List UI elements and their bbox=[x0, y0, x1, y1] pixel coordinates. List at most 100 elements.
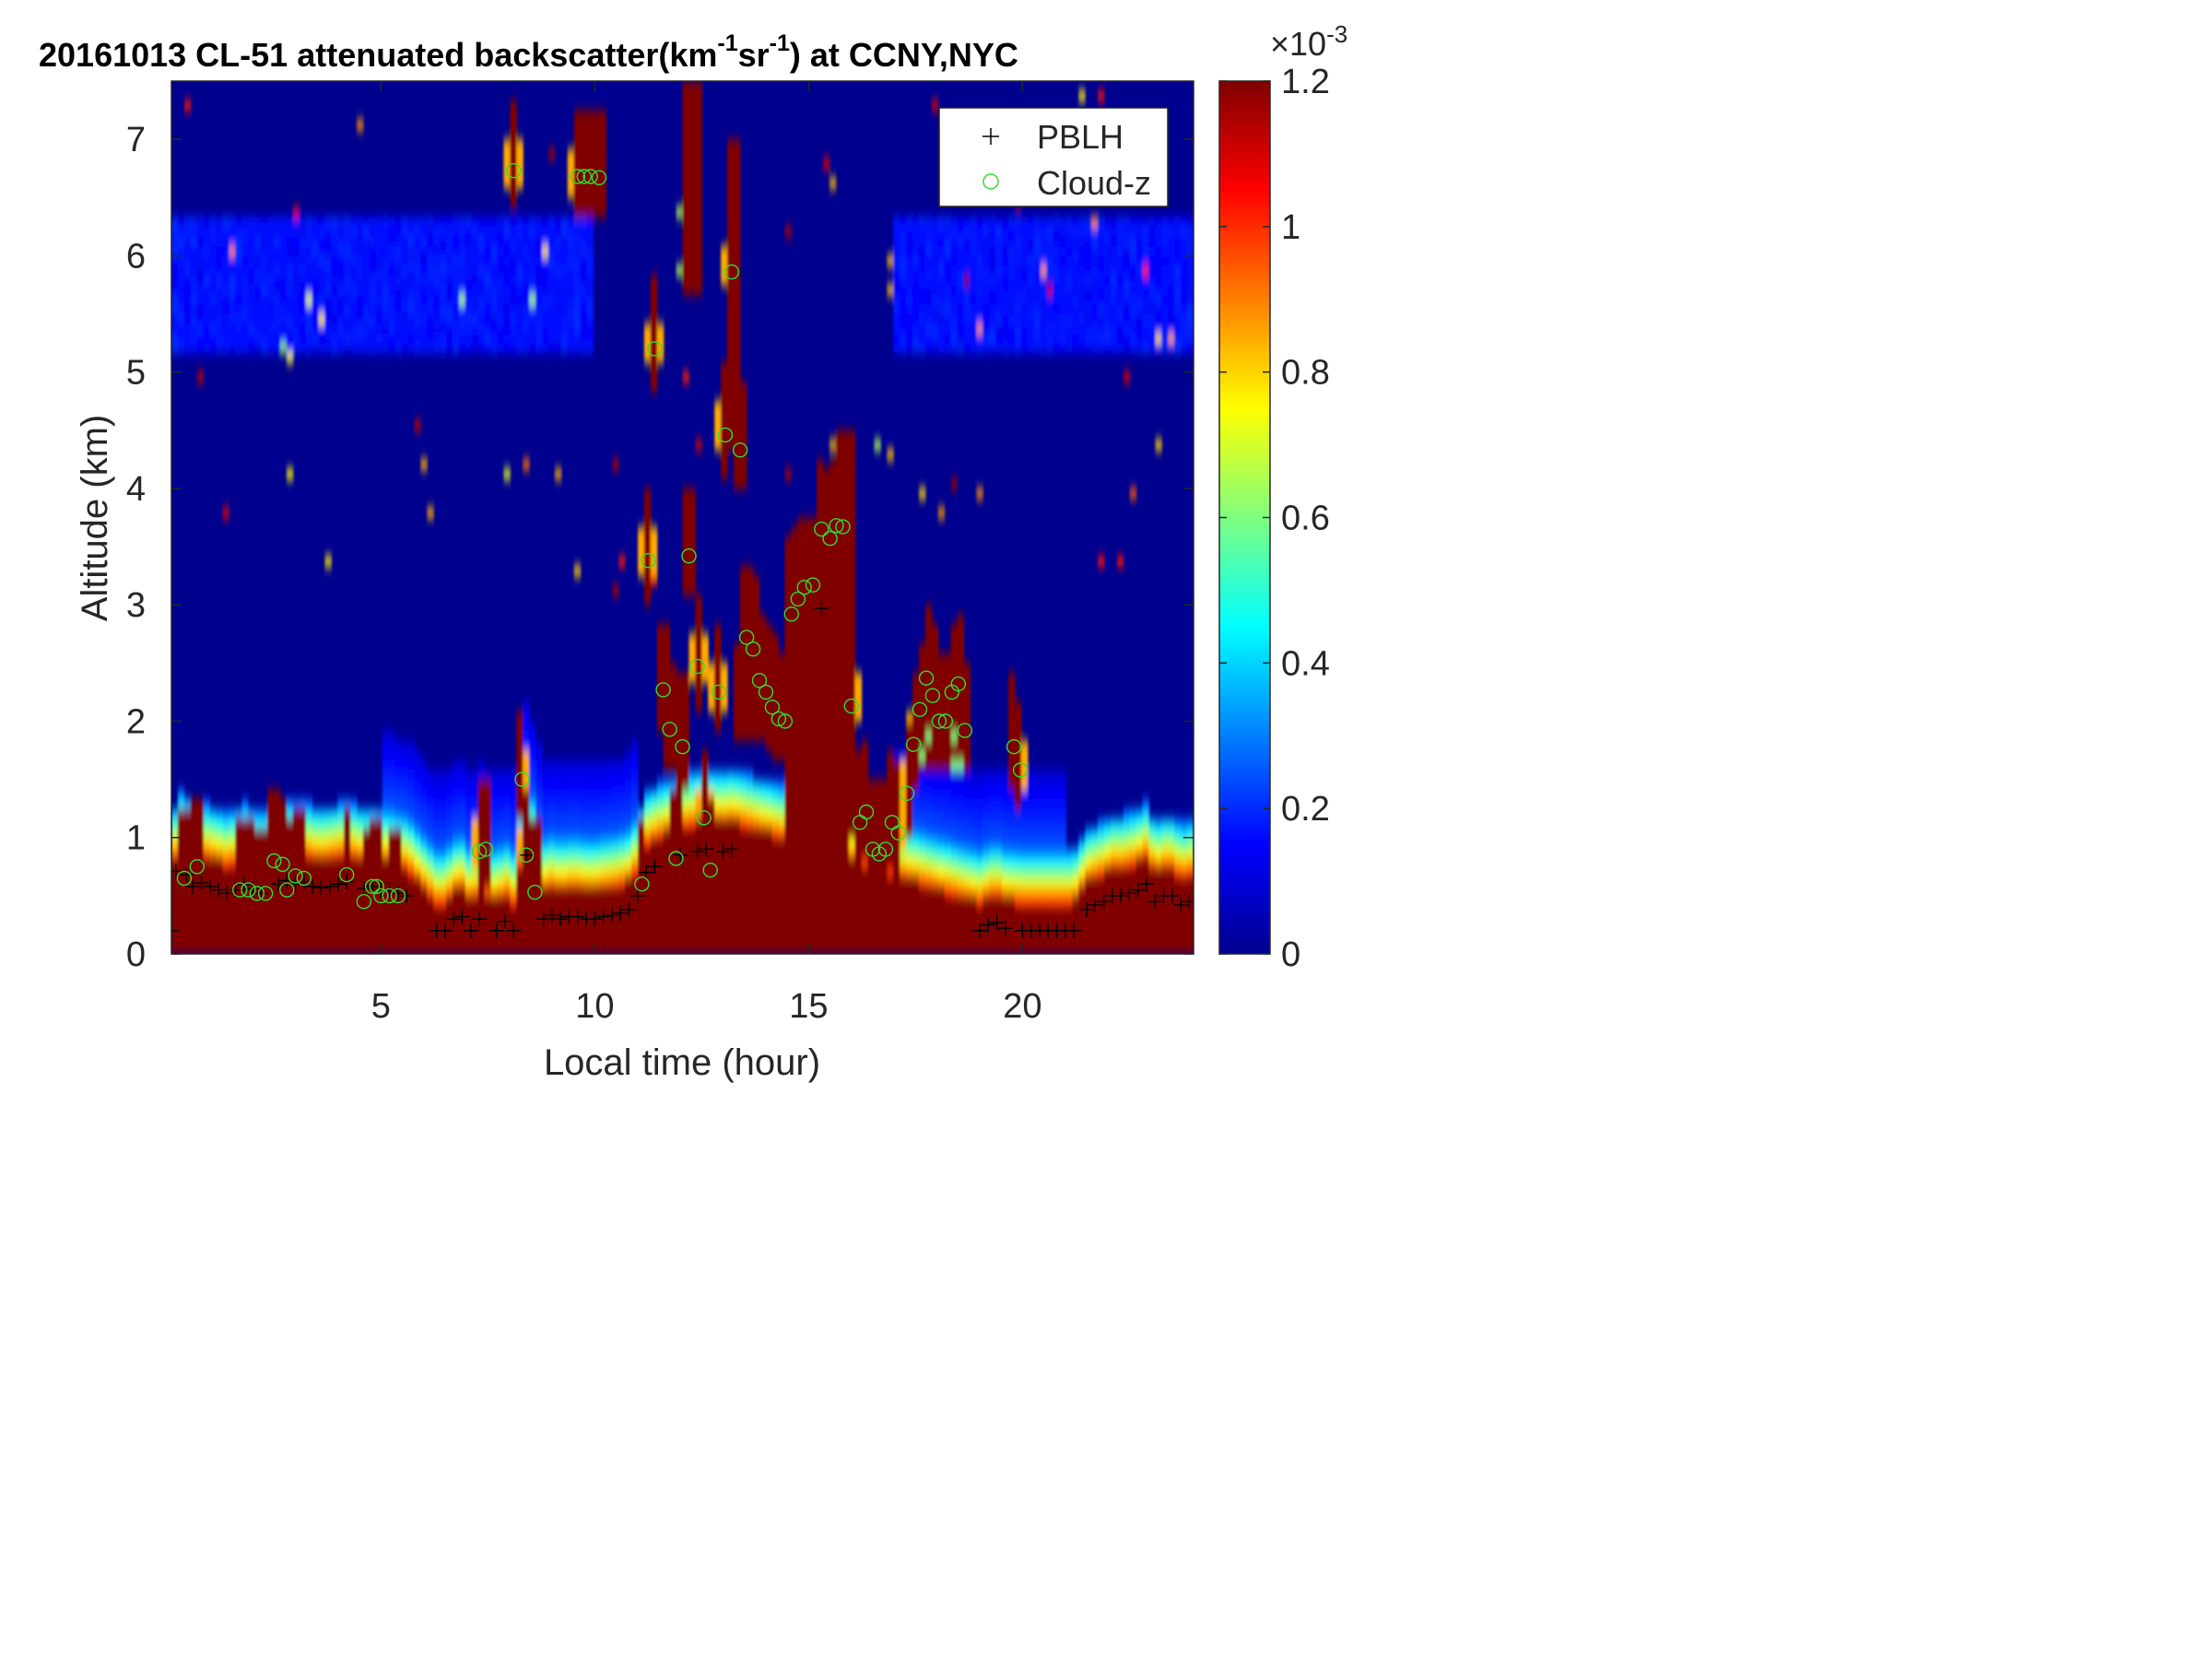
heatmap-cell bbox=[414, 944, 421, 954]
heatmap-cell bbox=[477, 779, 486, 790]
heatmap-cell bbox=[695, 935, 702, 946]
heatmap-cell bbox=[312, 226, 320, 237]
heatmap-cell bbox=[841, 691, 850, 703]
heatmap-cell bbox=[714, 914, 722, 926]
heatmap-cell bbox=[344, 914, 351, 926]
heatmap-cell bbox=[733, 401, 741, 412]
heatmap-cell bbox=[350, 313, 358, 324]
heatmap-cell bbox=[344, 245, 351, 257]
heatmap-cell bbox=[254, 313, 262, 324]
heatmap-cell bbox=[791, 605, 798, 616]
heatmap-cell bbox=[912, 759, 920, 771]
heatmap-cell bbox=[950, 343, 959, 354]
heatmap-cell bbox=[279, 294, 288, 305]
heatmap-cell bbox=[995, 818, 1003, 829]
heatmap-cell bbox=[190, 828, 198, 839]
heatmap-cell bbox=[477, 275, 486, 286]
heatmap-cell bbox=[931, 876, 939, 887]
heatmap-cell bbox=[203, 895, 211, 907]
heatmap-cell bbox=[401, 343, 409, 354]
heatmap-cell bbox=[912, 672, 920, 684]
heatmap-cell bbox=[854, 798, 863, 809]
heatmap-cell bbox=[606, 759, 613, 771]
heatmap-cell bbox=[931, 294, 939, 305]
heatmap-cell bbox=[286, 808, 294, 819]
heatmap-cell bbox=[286, 255, 294, 266]
heatmap-cell bbox=[312, 808, 320, 819]
heatmap-cell bbox=[350, 866, 358, 877]
heatmap-cell bbox=[573, 265, 582, 276]
heatmap-cell bbox=[804, 828, 811, 839]
heatmap-cell bbox=[241, 255, 249, 266]
heatmap-cell bbox=[196, 808, 205, 819]
heatmap-cell bbox=[510, 197, 517, 208]
heatmap-cell bbox=[388, 245, 396, 257]
heatmap-cell bbox=[1020, 808, 1029, 819]
heatmap-cell bbox=[937, 798, 946, 809]
heatmap-cell bbox=[599, 206, 606, 218]
heatmap-cell bbox=[477, 304, 486, 315]
heatmap-cell bbox=[554, 275, 562, 286]
heatmap-cell bbox=[957, 876, 965, 887]
heatmap-cell bbox=[759, 935, 767, 946]
heatmap-cell bbox=[203, 905, 211, 916]
heatmap-cell bbox=[362, 324, 371, 335]
heatmap-cell bbox=[362, 226, 371, 237]
heatmap-cell bbox=[542, 304, 549, 315]
heatmap-cell bbox=[650, 914, 658, 926]
heatmap-cell bbox=[861, 798, 869, 809]
heatmap-cell bbox=[778, 701, 786, 712]
heatmap-cell bbox=[427, 265, 434, 276]
heatmap-cell bbox=[823, 517, 830, 528]
heatmap-cell bbox=[682, 701, 690, 712]
heatmap-cell bbox=[529, 245, 536, 257]
heatmap-cell bbox=[695, 90, 702, 101]
heatmap-cell bbox=[1002, 789, 1009, 800]
heatmap-cell bbox=[535, 343, 543, 354]
heatmap-cell bbox=[279, 876, 288, 887]
heatmap-cell bbox=[995, 265, 1003, 276]
heatmap-cell bbox=[835, 847, 843, 858]
heatmap-cell bbox=[273, 866, 281, 877]
heatmap-cell bbox=[427, 847, 434, 858]
heatmap-cell bbox=[791, 653, 798, 664]
heatmap-cell bbox=[733, 440, 741, 451]
heatmap-cell bbox=[944, 789, 952, 800]
heatmap-cell bbox=[701, 935, 709, 946]
heatmap-cell bbox=[497, 226, 505, 237]
heatmap-cell bbox=[183, 856, 192, 867]
heatmap-cell bbox=[427, 876, 434, 887]
heatmap-cell bbox=[305, 226, 313, 237]
heatmap-cell bbox=[682, 236, 690, 247]
heatmap-cell bbox=[631, 914, 639, 926]
heatmap-cell bbox=[663, 944, 671, 954]
heatmap-cell bbox=[433, 343, 441, 354]
heatmap-cell bbox=[580, 789, 588, 800]
heatmap-cell bbox=[267, 886, 275, 897]
heatmap-cell bbox=[401, 905, 409, 916]
heatmap-cell bbox=[727, 440, 735, 451]
heatmap-cell bbox=[1065, 236, 1073, 247]
heatmap-cell bbox=[695, 206, 702, 218]
heatmap-cell bbox=[950, 324, 959, 335]
heatmap-cell bbox=[829, 536, 837, 547]
heatmap-cell bbox=[631, 740, 639, 751]
heatmap-cell bbox=[229, 837, 236, 848]
heatmap-cell bbox=[714, 779, 722, 790]
heatmap-cell bbox=[906, 740, 913, 751]
heatmap-cell bbox=[357, 905, 364, 916]
heatmap-cell bbox=[861, 866, 869, 877]
heatmap-cell bbox=[848, 624, 856, 635]
heatmap-cell bbox=[599, 895, 606, 907]
heatmap-cell bbox=[854, 905, 863, 916]
heatmap-cell bbox=[458, 818, 466, 829]
heatmap-cell bbox=[931, 789, 939, 800]
heatmap-cell bbox=[542, 808, 549, 819]
heatmap-cell bbox=[727, 808, 735, 819]
heatmap-cell bbox=[1046, 866, 1054, 877]
heatmap-cell bbox=[484, 895, 492, 907]
heatmap-cell bbox=[663, 779, 671, 790]
heatmap-cell bbox=[765, 905, 773, 916]
heatmap-cell bbox=[1033, 866, 1041, 877]
heatmap-cell bbox=[529, 914, 536, 926]
